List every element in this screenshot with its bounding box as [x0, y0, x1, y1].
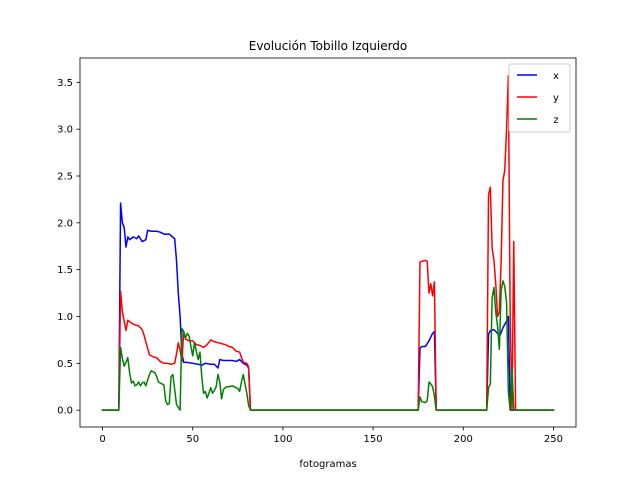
series-line-z: [101, 280, 555, 411]
legend-label-y: y: [553, 93, 559, 104]
x-axis-label: fotogramas: [299, 459, 356, 470]
y-tick-label: 1.5: [57, 265, 73, 276]
plot-area: [79, 57, 577, 428]
y-tick-label: 3.5: [57, 78, 73, 89]
y-tick-label: 0.5: [57, 359, 73, 370]
y-tick-label: 1.0: [57, 312, 73, 323]
y-tick-label: 2.0: [57, 218, 73, 229]
y-tick-label: 2.5: [57, 172, 73, 183]
chart-title: Evolución Tobillo Izquierdo: [249, 39, 408, 53]
x-axis: 0 50 100 150 200 250: [99, 427, 563, 445]
legend-label-z: z: [553, 115, 558, 126]
legend: xyz: [508, 63, 571, 133]
y-tick-label: 0.0: [57, 406, 73, 417]
x-tick-label: 250: [544, 434, 563, 445]
axes-frame: [79, 57, 577, 428]
x-tick-label: 50: [186, 434, 199, 445]
y-tick-label: 3.0: [57, 125, 73, 136]
legend-box: [508, 63, 571, 133]
series-line-x: [101, 202, 555, 411]
series-line-y: [101, 75, 555, 411]
x-tick-label: 200: [454, 434, 473, 445]
x-tick-label: 0: [99, 434, 105, 445]
legend-label-x: x: [553, 71, 559, 82]
x-tick-label: 100: [273, 434, 292, 445]
y-axis: 0.0 0.5 1.0 1.5 2.0 2.5 3.0 3.5: [57, 78, 80, 417]
x-tick-label: 150: [364, 434, 383, 445]
